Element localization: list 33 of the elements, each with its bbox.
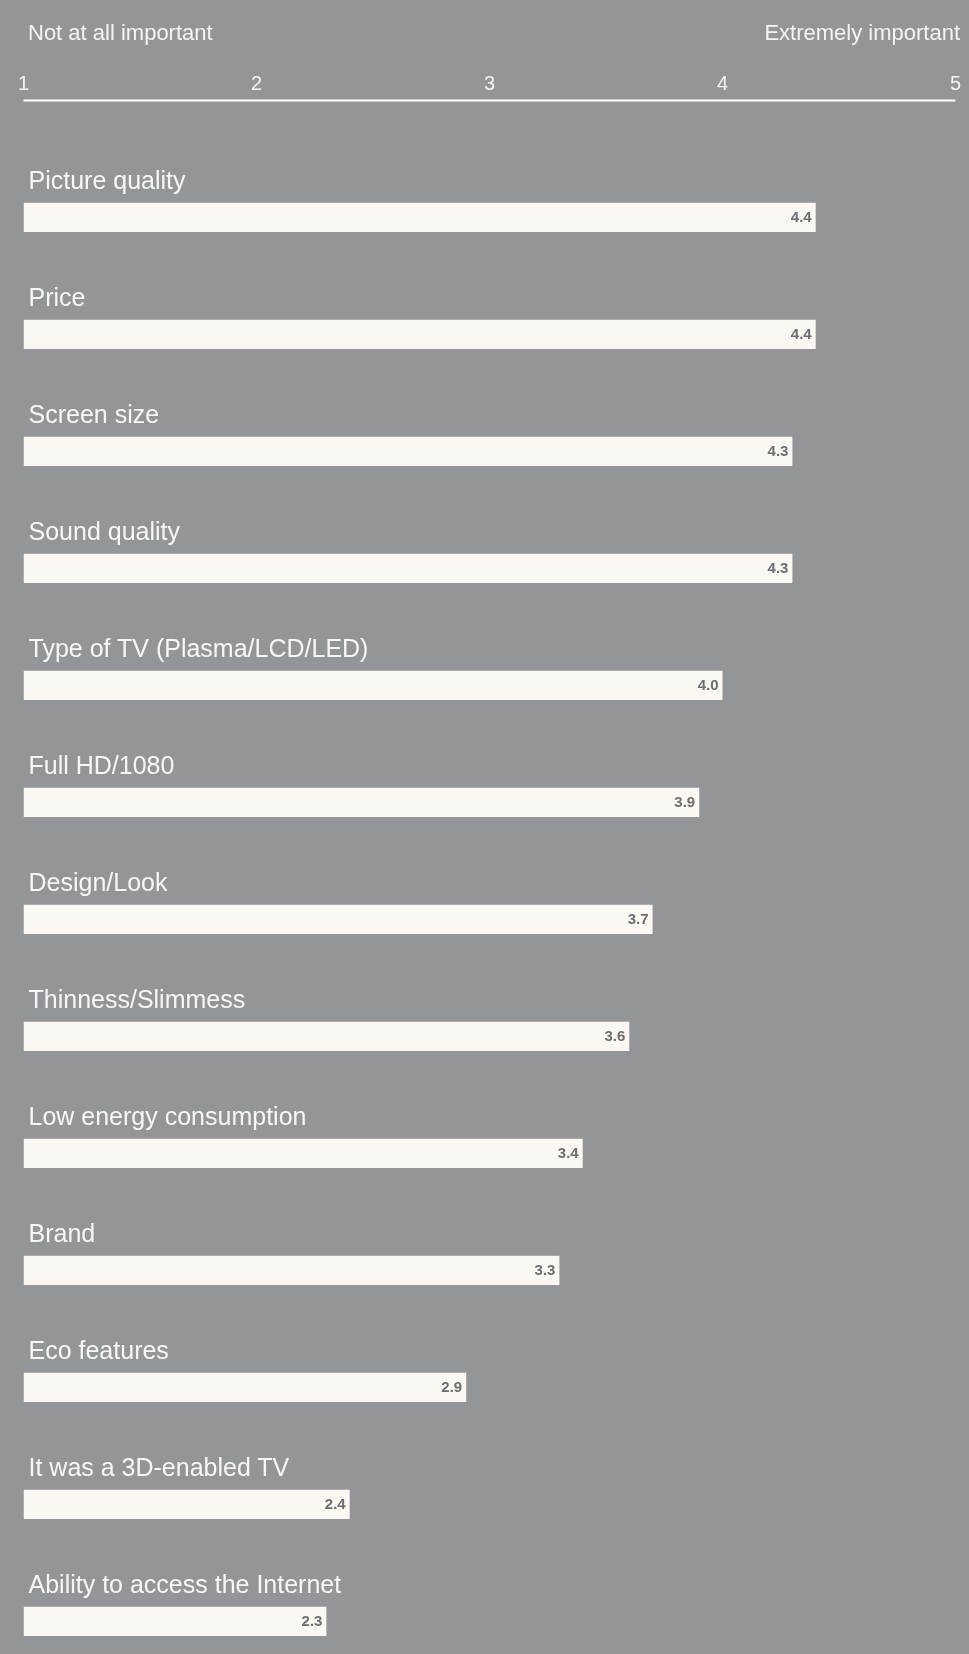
data-label: 3.3 xyxy=(534,1261,556,1279)
x-tick-label: 5 xyxy=(949,71,962,94)
x-tick-label: 1 xyxy=(17,71,30,94)
y-tick-label: Picture quality xyxy=(28,166,187,195)
data-label: 3.7 xyxy=(627,910,649,928)
y-tick-label: Price xyxy=(28,283,86,312)
y-tick-label: Screen size xyxy=(28,400,160,429)
data-label: 2.4 xyxy=(324,1495,347,1513)
data-label: 2.9 xyxy=(441,1378,463,1396)
text: Not at all important xyxy=(28,19,213,47)
x-tick-label: 4 xyxy=(716,71,729,94)
data-label: 4.3 xyxy=(767,559,789,577)
data-label: 4.3 xyxy=(767,442,789,460)
data-label: 4.4 xyxy=(790,325,813,343)
data-label: 3.4 xyxy=(557,1144,580,1162)
text: Extremely important xyxy=(764,19,960,47)
y-tick-label: It was a 3D-enabled TV xyxy=(28,1453,290,1482)
data-label: 4.0 xyxy=(697,676,719,694)
data-label: 4.4 xyxy=(790,208,813,226)
x-tick-label: 2 xyxy=(250,71,263,94)
y-tick-label: Brand xyxy=(28,1219,96,1248)
data-label: 2.3 xyxy=(301,1612,323,1630)
y-tick-label: Eco features xyxy=(28,1336,169,1365)
y-tick-label: Type of TV (Plasma/LCD/LED) xyxy=(28,634,369,663)
y-tick-label: Design/Look xyxy=(28,868,168,897)
y-tick-label: Sound quality xyxy=(28,517,181,546)
y-tick-label: Thinness/Slimmess xyxy=(28,985,246,1014)
y-tick-label: Ability to access the Internet xyxy=(28,1570,342,1598)
x-tick-label: 3 xyxy=(483,71,496,94)
y-tick-label: Low energy consumption xyxy=(28,1102,307,1131)
data-label: 3.9 xyxy=(674,793,696,811)
data-label: 3.6 xyxy=(604,1027,626,1045)
y-tick-label: Full HD/1080 xyxy=(28,751,175,780)
